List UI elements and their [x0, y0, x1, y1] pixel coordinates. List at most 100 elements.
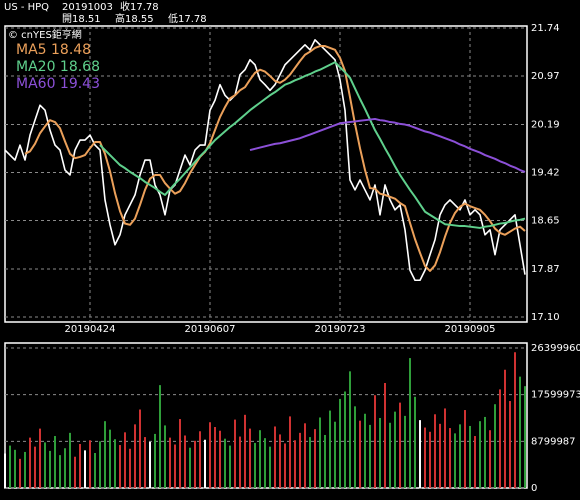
volume-bar — [169, 437, 171, 488]
volume-bar — [519, 376, 521, 488]
volume-bar — [469, 425, 471, 488]
volume-bar — [219, 430, 221, 488]
volume-bar — [524, 386, 526, 488]
volume-bar — [269, 446, 271, 488]
volume-bar — [494, 404, 496, 488]
volume-bar — [514, 352, 516, 488]
volume-bar — [474, 436, 476, 488]
low-price: 低17.78 — [168, 12, 207, 25]
volume-bar — [509, 401, 511, 488]
y-tick-label: 17599973 — [531, 390, 580, 401]
volume-bar — [454, 433, 456, 488]
y-tick-label: 17.10 — [531, 312, 560, 323]
volume-bar — [144, 437, 146, 488]
volume-bar — [369, 424, 371, 488]
volume-bar — [209, 422, 211, 488]
volume-bar — [199, 431, 201, 488]
y-tick-label: 26399960 — [531, 343, 580, 354]
volume-bar — [9, 445, 11, 488]
volume-bar — [54, 436, 56, 488]
volume-bar — [19, 458, 21, 488]
series-line — [99, 61, 526, 229]
volume-bar — [89, 440, 91, 488]
volume-bar — [444, 408, 446, 488]
volume-bar — [244, 414, 246, 488]
volume-bar — [384, 382, 386, 488]
x-tick-label: 20190424 — [65, 324, 116, 335]
series-line — [24, 45, 526, 272]
volume-bar — [4, 453, 6, 488]
volume-bar — [484, 416, 486, 488]
volume-bar — [284, 443, 286, 488]
open-price: 開18.51 — [62, 13, 101, 25]
price-panel — [4, 25, 528, 323]
volume-bar — [379, 417, 381, 488]
volume-bar — [364, 413, 366, 488]
date: 20191003 — [62, 2, 113, 13]
volume-bar — [149, 441, 151, 488]
volume-bar — [94, 452, 96, 488]
symbol: US - HPQ — [4, 2, 49, 13]
y-tick-label: 0 — [531, 483, 537, 494]
volume-bar — [304, 423, 306, 488]
volume-bar — [234, 419, 236, 488]
volume-bar — [109, 429, 111, 488]
volume-bar — [64, 448, 66, 488]
legend-entry: MA20 18.68 — [16, 59, 100, 75]
volume-bar — [124, 432, 126, 488]
volume-bar — [334, 421, 336, 488]
volume-bar — [424, 427, 426, 488]
watermark: © cnYES鉅亨網 — [8, 28, 82, 41]
volume-bar — [104, 421, 106, 488]
volume-bar — [279, 434, 281, 488]
volume-bar — [224, 438, 226, 488]
volume-bar — [429, 431, 431, 488]
y-tick-label: 8799987 — [531, 436, 576, 447]
volume-bar — [229, 445, 231, 488]
volume-bar — [289, 416, 291, 488]
volume-bar — [264, 438, 266, 488]
volume-bar — [184, 435, 186, 488]
volume-bar — [29, 437, 31, 488]
volume-bar — [504, 369, 506, 488]
volume-bar — [324, 434, 326, 488]
volume-bar — [179, 419, 181, 488]
volume-bar — [319, 417, 321, 488]
volume-bar — [134, 424, 136, 488]
volume-bar — [159, 385, 161, 488]
volume-bar — [249, 428, 251, 488]
high-price: 高18.55 — [115, 12, 154, 25]
x-tick-label: 20190905 — [445, 324, 496, 335]
volume-bar — [239, 436, 241, 488]
volume-bar — [14, 449, 16, 488]
volume-bar — [449, 428, 451, 488]
volume-bar — [24, 451, 26, 488]
volume-bar — [309, 437, 311, 488]
volume-bar — [459, 424, 461, 488]
volume-bar — [259, 430, 261, 488]
volume-bar — [389, 422, 391, 488]
series-line — [4, 39, 526, 282]
volume-bar — [329, 410, 331, 488]
volume-bar — [399, 402, 401, 488]
volume-bar — [314, 429, 316, 488]
volume-bar — [274, 426, 276, 488]
legend-entry: MA5 18.48 — [16, 42, 91, 58]
legend-entry: MA60 19.43 — [16, 76, 100, 92]
volume-bar — [204, 439, 206, 488]
volume-bar — [489, 430, 491, 488]
y-tick-label: 21.74 — [531, 23, 560, 34]
volume-bar — [79, 443, 81, 488]
volume-bar — [34, 446, 36, 488]
volume-bar — [174, 444, 176, 488]
volume-bar — [139, 409, 141, 488]
volume-bar — [189, 447, 191, 488]
volume-bar — [59, 455, 61, 488]
volume-bar — [479, 421, 481, 488]
x-tick-label: 20190607 — [185, 324, 236, 335]
volume-bar — [404, 415, 406, 488]
volume-bar — [99, 441, 101, 488]
y-tick-label: 19.42 — [531, 168, 560, 179]
volume-bar — [129, 448, 131, 488]
